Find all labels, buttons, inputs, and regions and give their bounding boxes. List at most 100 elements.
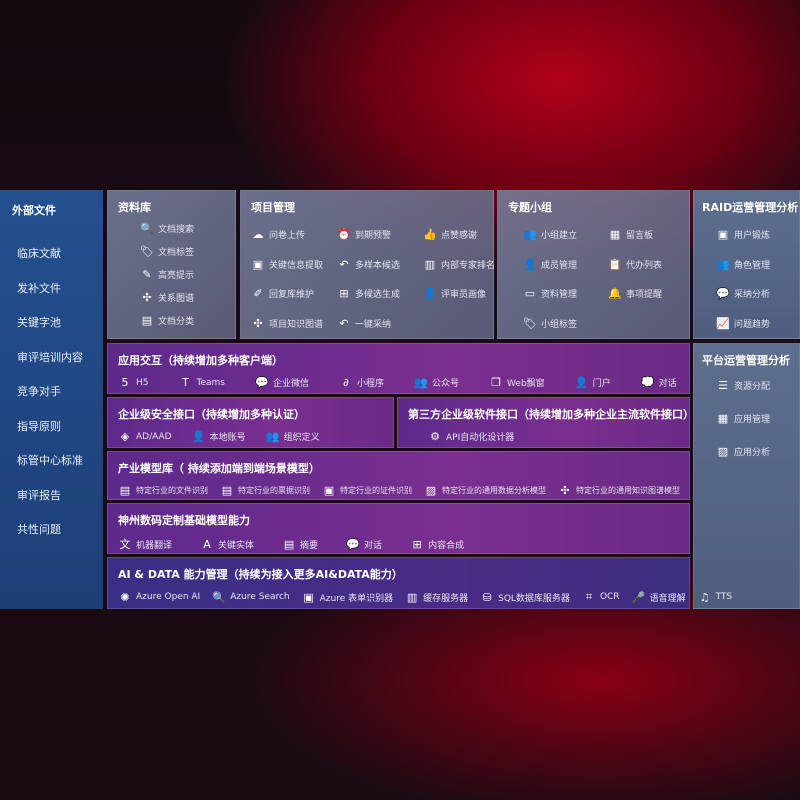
network-icon: ✣ (253, 316, 263, 330)
project-item[interactable]: ⊞ 多候选生成 (337, 287, 400, 300)
external-files-title: 外部文件 (12, 204, 56, 217)
base-item-label: 机器翻译 (136, 540, 173, 551)
external-file-item[interactable]: 指导原则 (17, 419, 61, 433)
raid-item[interactable]: 👥 角色管理 (716, 258, 770, 271)
platform-item[interactable]: ☰ 资源分配 (716, 379, 770, 392)
external-file-item[interactable]: 竞争对手 (17, 385, 61, 398)
raid-item[interactable]: 💬 采纳分析 (716, 287, 770, 300)
group-item[interactable]: ▦ 留言板 (608, 228, 653, 241)
ai-item-label: 语音理解 (649, 593, 686, 604)
group-item[interactable]: 👤 成员管理 (523, 258, 577, 271)
industry-item[interactable]: ✣ 特定行业的通用知识图谱模型 (558, 484, 680, 497)
project-item[interactable]: ▣ 关键信息提取 (251, 258, 323, 271)
file-icon: ▤ (119, 484, 131, 497)
base-item[interactable]: ▤ 摘要 (282, 538, 318, 551)
ai-item[interactable]: 🎤 语音理解 (632, 591, 686, 604)
ai-item[interactable]: ▣ Azure 表单识别器 (302, 591, 393, 604)
security-item[interactable]: ◈ AD/AAD (118, 430, 172, 443)
ranking-icon: ▥ (424, 257, 436, 271)
tag-icon: 🏷 (140, 245, 154, 258)
data-analysis-icon: ▨ (425, 484, 437, 497)
bbs-icon: ▦ (609, 228, 621, 241)
library-item[interactable]: ✎ 高亮提示 (140, 268, 194, 281)
ai-item[interactable]: ⛁ SQL数据库服务器 (480, 591, 570, 604)
project-item[interactable]: ✣ 项目知识图谱 (251, 317, 323, 330)
ai-item[interactable]: ▥ 缓存服务器 (405, 591, 468, 604)
group-item[interactable]: 👥 小组建立 (523, 228, 577, 241)
base-item[interactable]: A 关键实体 (200, 538, 254, 551)
project-item[interactable]: ↶ 多样本候选 (337, 258, 400, 271)
entity-icon: A (203, 537, 211, 551)
library-item[interactable]: 🏷 文档标签 (140, 245, 194, 258)
project-item[interactable]: ☁ 问卷上传 (251, 228, 306, 241)
project-panel: 项目管理 ☁ 问卷上传 ⏰ 到期预警 👍 点赞感谢 ▣ 关键信息提取 ↶ 多样本候选 ▥ 内部专家排名… (240, 190, 495, 339)
external-file-item[interactable]: 发补文件 (17, 281, 61, 295)
doc-search-icon: 🔍 (140, 222, 154, 235)
library-panel: 资料库 🔍 文档搜索 🏷 文档标签 ✎ 高亮提示 ✣ 关系图谱 ▤ 文档分类 (107, 190, 236, 339)
library-item[interactable]: 🔍 文档搜索 (140, 222, 194, 235)
speech-icon: 🎤 (631, 590, 646, 604)
raid-item[interactable]: ▣ 用户锻炼 (716, 228, 770, 241)
interaction-item-label: 门户 (592, 379, 611, 389)
ai-item-label: SQL数据库服务器 (498, 593, 570, 604)
folder-icon: ▭ (524, 287, 536, 300)
compose-icon: ⊞ (412, 537, 422, 551)
group-item[interactable]: ▭ 资料管理 (523, 287, 577, 300)
project-item-label: 点赞感谢 (441, 231, 478, 241)
group-item[interactable]: 🏷 小组标签 (523, 317, 577, 330)
platform-item[interactable]: ▦ 应用管理 (716, 412, 770, 425)
ocr-icon: ⌗ (585, 590, 593, 603)
reply-icon: ↶ (339, 316, 349, 330)
industry-item[interactable]: ▤ 特定行业的文件识别 (118, 484, 208, 497)
base-item-label: 对话 (364, 540, 383, 551)
industry-item[interactable]: ▤ 特定行业的票据识别 (220, 484, 310, 497)
interaction-item[interactable]: 💭 对话 (641, 376, 677, 389)
openai-icon: ✺ (120, 590, 130, 604)
project-item-label: 到期预警 (355, 231, 392, 241)
library-item[interactable]: ✣ 关系图谱 (140, 291, 194, 304)
industry-item[interactable]: ▨ 特定行业的通用数据分析模型 (424, 484, 546, 497)
qa-icon: 💬 (716, 287, 730, 300)
translate-icon: 文 (119, 538, 131, 551)
base-item[interactable]: 文机器翻译 (118, 536, 173, 552)
project-item[interactable]: 👍 点赞感谢 (423, 228, 477, 241)
platform-panel: 平台运营管理分析 ☰ 资源分配 ▦ 应用管理 ▨ 应用分析 (693, 343, 800, 609)
base-item[interactable]: ⊞ 内容合成 (410, 538, 464, 551)
external-file-item[interactable]: 临床文献 (17, 247, 61, 260)
interaction-item[interactable]: ∂ 小程序 (339, 376, 384, 389)
interaction-item[interactable]: T Teams (179, 376, 225, 389)
raid-item[interactable]: 📈 问题趋势 (716, 317, 770, 330)
ai-item[interactable]: ♫ TTS (698, 591, 733, 604)
library-item[interactable]: ▤ 文档分类 (140, 314, 194, 327)
platform-item[interactable]: ▨ 应用分析 (716, 445, 770, 458)
project-item[interactable]: 👤 评审员画像 (423, 287, 486, 300)
search-doc-icon: 🔍 (212, 590, 227, 604)
industry-item[interactable]: ▣ 特定行业的证件识别 (322, 484, 412, 497)
interaction-item[interactable]: 5 H5 (118, 376, 149, 389)
project-item[interactable]: ✐ 回复库维护 (251, 287, 314, 300)
group-item[interactable]: 📋 代办列表 (608, 258, 662, 271)
external-file-item[interactable]: 关键字池 (17, 316, 61, 329)
ai-item[interactable]: ⌗ OCR (582, 590, 620, 604)
interaction-item[interactable]: 💬 企业微信 (255, 376, 309, 389)
project-item[interactable]: ▥ 内部专家排名 (423, 258, 495, 271)
security-item[interactable]: 👤 本地账号 (192, 430, 246, 443)
ai-item[interactable]: 🔍 Azure Search (212, 591, 289, 604)
external-file-item[interactable]: 标管中心标准 (17, 454, 83, 467)
group-item[interactable]: 🔔 事项提醒 (608, 287, 662, 300)
interaction-item[interactable]: 👥 公众号 (414, 376, 459, 389)
interaction-item[interactable]: 👤 门户 (575, 376, 611, 389)
external-file-item[interactable]: 共性问题 (17, 523, 61, 536)
ai-item[interactable]: ✺ Azure Open AI (118, 591, 200, 604)
security-item[interactable]: 👥 组织定义 (266, 430, 320, 443)
project-item[interactable]: ↶ 一键采纳 (337, 317, 391, 330)
external-file-item[interactable]: 审评报告 (17, 488, 61, 502)
project-item[interactable]: ⏰ 到期预警 (337, 228, 391, 241)
thirdparty-item[interactable]: ⚙ API自动化设计器 (428, 430, 514, 443)
teams-icon: T (182, 376, 189, 389)
industry-panel: 产业模型库（ 持续添加端到端场景模型） ▤ 特定行业的文件识别 ▤ 特定行业的票据识别… (107, 451, 690, 500)
base-item[interactable]: 💬 对话 (346, 538, 382, 551)
interaction-item[interactable]: ❐ Web飘窗 (489, 376, 545, 389)
external-file-item[interactable]: 审评培训内容 (17, 350, 83, 364)
base-item-label: 内容合成 (428, 540, 465, 551)
